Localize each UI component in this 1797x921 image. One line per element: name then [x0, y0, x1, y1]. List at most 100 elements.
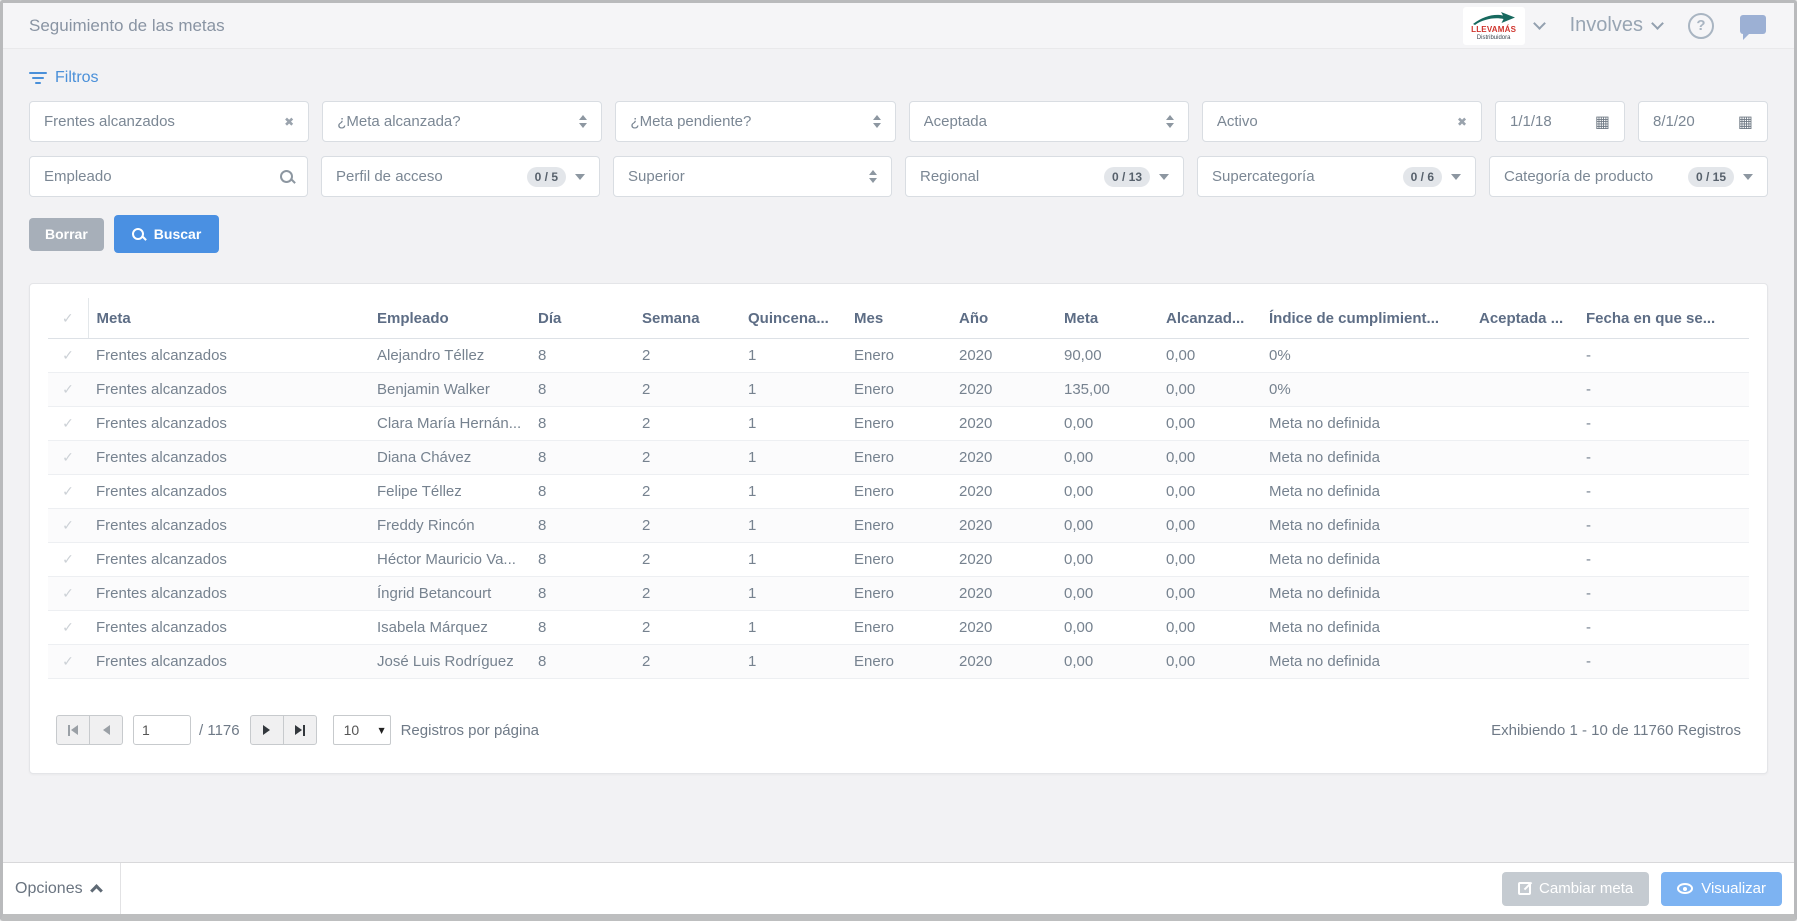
change-goal-button[interactable]: Cambiar meta — [1502, 871, 1650, 906]
previous-page-button[interactable] — [89, 715, 123, 745]
table-row[interactable]: ✓ Frentes alcanzados Benjamin Walker 8 2 1 Ene… — [48, 372, 1749, 407]
total-pages-label: / 1176 — [199, 721, 240, 739]
first-page-button[interactable] — [56, 715, 90, 745]
spinner-icon[interactable] — [872, 115, 881, 128]
cell-dia: 8 — [530, 508, 634, 543]
page-number-input[interactable] — [133, 715, 191, 745]
row-select-cell[interactable]: ✓ — [48, 338, 88, 373]
cell-mes: Enero — [846, 406, 951, 441]
clear-button[interactable]: Borrar — [29, 217, 104, 251]
filter-field-frentes-alcanzados[interactable]: Frentes alcanzados ✖ — [29, 101, 310, 142]
spinner-icon[interactable] — [1165, 115, 1174, 128]
help-icon[interactable]: ? — [1688, 12, 1714, 39]
column-header-aceptada[interactable]: Aceptada ... — [1471, 298, 1578, 339]
filter-field-perfil-de-acceso[interactable]: Perfil de acceso 0 / 5 — [321, 156, 600, 197]
row-select-cell[interactable]: ✓ — [48, 508, 88, 543]
chevron-down-icon[interactable] — [1743, 173, 1753, 180]
table-row[interactable]: ✓ Frentes alcanzados José Luis Rodríguez 8 2… — [48, 644, 1749, 679]
filter-field-supercategoría[interactable]: Supercategoría 0 / 6 — [1197, 156, 1476, 197]
filter-field-activo[interactable]: Activo ✖ — [1201, 101, 1483, 142]
column-header-meta[interactable]: Meta — [87, 298, 369, 339]
cell-meta: Frentes alcanzados — [88, 542, 369, 577]
clear-icon[interactable]: ✖ — [284, 114, 295, 129]
row-select-cell[interactable]: ✓ — [48, 542, 88, 577]
cell-dia: 8 — [530, 576, 634, 611]
search-button[interactable]: Buscar — [113, 215, 220, 253]
spinner-icon[interactable] — [869, 170, 877, 183]
row-select-cell[interactable]: ✓ — [48, 644, 88, 679]
view-button[interactable]: Visualizar — [1661, 871, 1782, 906]
cell-mes: Enero — [846, 508, 951, 543]
table-row[interactable]: ✓ Frentes alcanzados Isabela Márquez 8 2 1 Ene… — [48, 610, 1749, 645]
filter-field-meta-alcanzada[interactable]: ¿Meta alcanzada? — [322, 101, 603, 142]
column-header-semana[interactable]: Semana — [634, 298, 740, 339]
filter-field-8-1-20[interactable]: 8/1/20 ▦ — [1638, 101, 1769, 142]
filter-field-superior[interactable]: Superior — [613, 156, 892, 197]
chevron-down-icon[interactable] — [1159, 173, 1169, 180]
calendar-icon[interactable]: ▦ — [1737, 112, 1754, 131]
column-header-dia[interactable]: Día — [530, 298, 634, 339]
org-switcher[interactable]: LLEVAMÁS Distribuidora — [1462, 6, 1546, 45]
app-menu[interactable]: Involves — [1570, 14, 1664, 37]
row-select-cell[interactable]: ✓ — [48, 576, 88, 611]
column-header-empleado[interactable]: Empleado — [369, 298, 530, 339]
filter-value: Activo — [1216, 113, 1258, 130]
last-page-button[interactable] — [282, 715, 317, 745]
filter-value: Aceptada — [923, 113, 987, 130]
column-header-quincena[interactable]: Quincena... — [740, 298, 846, 339]
select-all-header[interactable]: ✓ — [48, 298, 88, 339]
cell-dia: 8 — [530, 610, 634, 645]
chat-icon[interactable] — [1740, 15, 1766, 40]
cell-fecha: - — [1578, 406, 1749, 441]
check-icon: ✓ — [62, 586, 74, 602]
search-icon[interactable] — [280, 170, 293, 183]
table-row[interactable]: ✓ Frentes alcanzados Clara María Hernán...… — [48, 406, 1749, 441]
table-row[interactable]: ✓ Frentes alcanzados Héctor Mauricio Va...… — [48, 542, 1749, 577]
row-select-cell[interactable]: ✓ — [48, 372, 88, 407]
chevron-down-icon[interactable] — [1451, 173, 1461, 180]
table-row[interactable]: ✓ Frentes alcanzados Freddy Rincón 8 2 1 Enero… — [48, 508, 1749, 543]
filter-field-regional[interactable]: Regional 0 / 13 — [905, 156, 1184, 197]
row-select-cell[interactable]: ✓ — [48, 610, 88, 645]
column-header-ano[interactable]: Año — [951, 298, 1056, 339]
cell-ano: 2020 — [951, 338, 1056, 373]
spinner-icon[interactable] — [579, 115, 588, 128]
filter-field-aceptada[interactable]: Aceptada — [908, 101, 1189, 142]
clear-icon[interactable]: ✖ — [1456, 114, 1468, 129]
table-row[interactable]: ✓ Frentes alcanzados Íngrid Betancourt 8 2 1 E… — [48, 576, 1749, 611]
row-select-cell[interactable]: ✓ — [48, 474, 88, 509]
column-header-alcanzado[interactable]: Alcanzad... — [1158, 298, 1261, 339]
row-select-cell[interactable]: ✓ — [48, 406, 88, 441]
column-header-fecha[interactable]: Fecha en que se... — [1578, 298, 1749, 339]
row-select-cell[interactable]: ✓ — [48, 440, 88, 475]
filters-toggle[interactable]: Filtros — [29, 69, 99, 87]
chevron-down-icon[interactable] — [575, 173, 585, 180]
filter-field-1-1-18[interactable]: 1/1/18 ▦ — [1495, 101, 1626, 142]
next-page-button[interactable] — [249, 715, 284, 745]
cell-dia: 8 — [530, 644, 634, 679]
cell-quincena: 1 — [740, 372, 846, 407]
cell-meta: Frentes alcanzados — [88, 338, 369, 373]
calendar-icon[interactable]: ▦ — [1594, 112, 1611, 131]
column-header-mes[interactable]: Mes — [846, 298, 951, 339]
count-badge: 0 / 13 — [1103, 166, 1150, 187]
table-row[interactable]: ✓ Frentes alcanzados Felipe Téllez 8 2 1 Enero… — [48, 474, 1749, 509]
cell-semana: 2 — [634, 474, 740, 509]
cell-ano: 2020 — [951, 508, 1056, 543]
cell-alcanzado: 0,00 — [1158, 610, 1261, 645]
cell-empleado: Alejandro Téllez — [369, 338, 530, 373]
cell-mes: Enero — [846, 372, 951, 407]
page-size-select[interactable]: 10 ▼ — [332, 715, 391, 745]
filter-field-empleado[interactable]: Empleado — [29, 156, 308, 197]
column-header-indice-cumplimiento[interactable]: Índice de cumplimient... — [1261, 298, 1471, 339]
table-row[interactable]: ✓ Frentes alcanzados Diana Chávez 8 2 1 Enero 2… — [48, 440, 1749, 475]
column-header-meta-valor[interactable]: Meta — [1056, 298, 1158, 339]
filter-field-meta-pendiente[interactable]: ¿Meta pendiente? — [615, 101, 896, 142]
table-row[interactable]: ✓ Frentes alcanzados Alejandro Téllez 8 2 1 En… — [48, 338, 1749, 373]
cell-aceptada — [1471, 610, 1578, 645]
cell-aceptada — [1471, 338, 1578, 373]
filter-field-categoría-de-producto[interactable]: Categoría de producto 0 / 15 — [1489, 156, 1768, 197]
cell-fecha: - — [1578, 508, 1749, 543]
options-button[interactable]: Opciones — [3, 863, 121, 914]
cell-empleado: Felipe Téllez — [369, 474, 530, 509]
